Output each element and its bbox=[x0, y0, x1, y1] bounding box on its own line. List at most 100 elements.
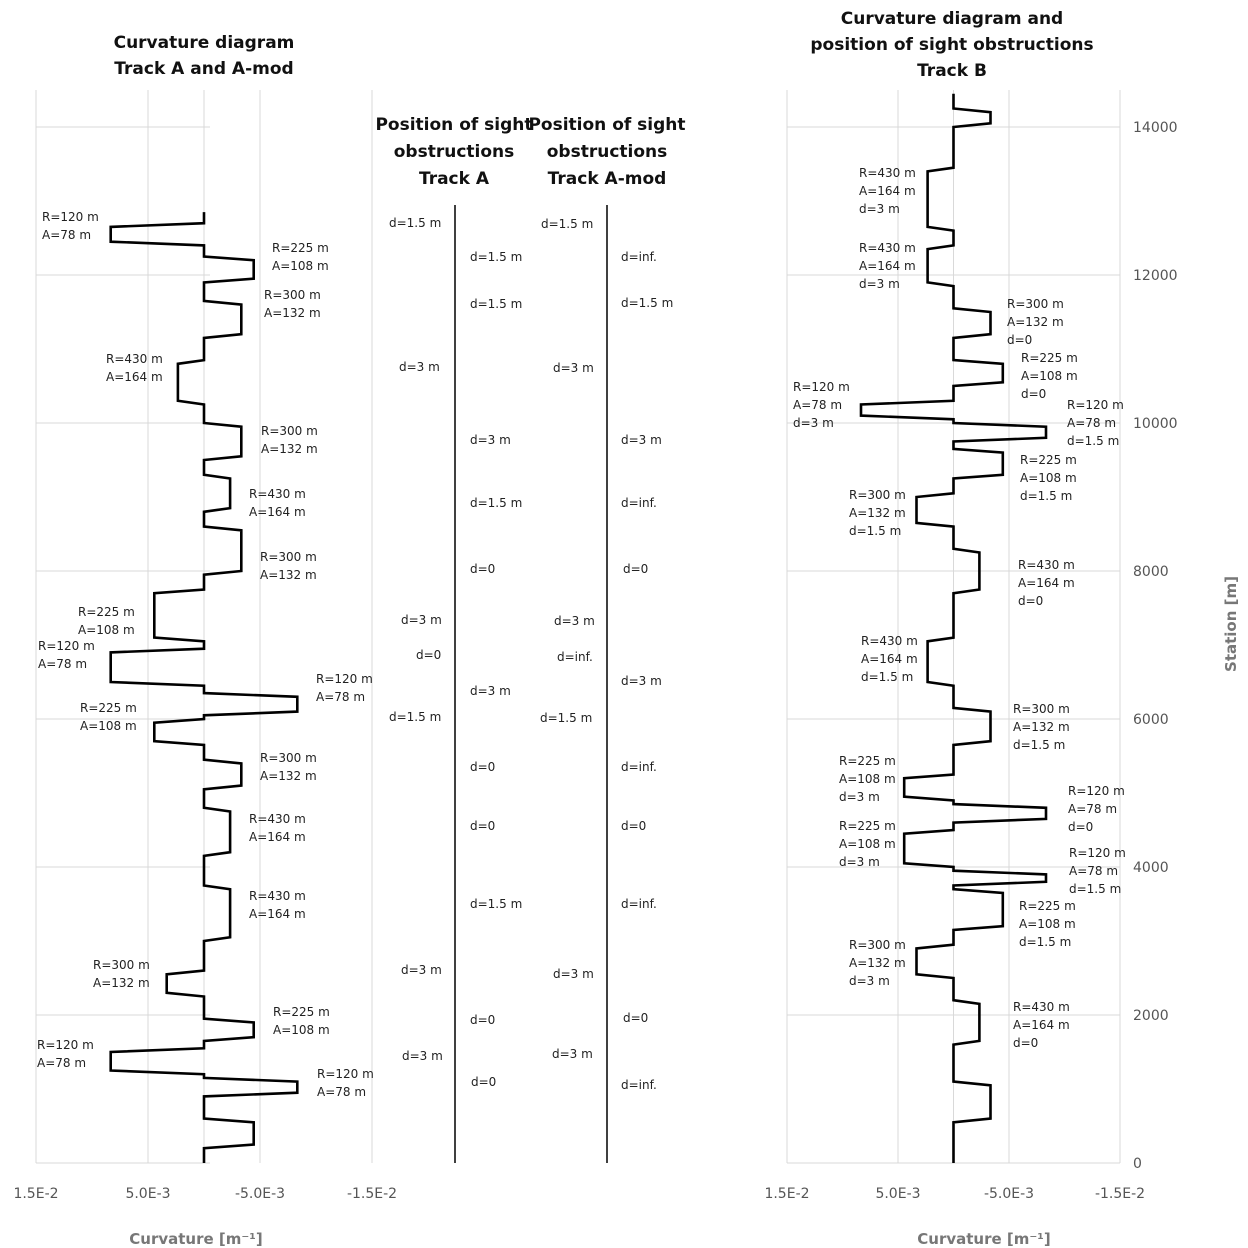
chart-b-annotations: R=430 m A=164 m d=3 m R=430 m A=164 m d=3 m R=… bbox=[793, 166, 1126, 1050]
chart-a-annotation-label: R=120 m bbox=[42, 210, 99, 224]
chart-a-annotation-label: R=430 m bbox=[249, 812, 306, 826]
chart-a-annotation-label: R=300 m bbox=[260, 550, 317, 564]
chart-a-annotation-label: A=108 m bbox=[78, 623, 135, 637]
track-a-mod-obstruction-label: d=0 bbox=[621, 819, 646, 833]
chart-b-title-line-3: Track B bbox=[917, 61, 987, 81]
chart-b-annotation-label: d=0 bbox=[1068, 820, 1093, 834]
chart-b-annotation-label: d=1.5 m bbox=[1020, 489, 1072, 503]
track-a-obstruction-label: d=3 m bbox=[401, 613, 442, 627]
chart-a-annotation-label: R=225 m bbox=[80, 701, 137, 715]
chart-b-annotation-label: R=430 m bbox=[859, 166, 916, 180]
chart-b-y-tick-label: 8000 bbox=[1133, 564, 1169, 580]
track-a-obstruction-label: d=0 bbox=[470, 760, 495, 774]
track-a-obstruction-label: d=1.5 m bbox=[470, 250, 522, 264]
chart-b-annotation-label: R=120 m bbox=[1069, 846, 1126, 860]
chart-b-x-tick-label: -1.5E-2 bbox=[1095, 1186, 1145, 1202]
track-a-obstruction-label: d=1.5 m bbox=[389, 710, 441, 724]
chart-a-title-line-1: Curvature diagram bbox=[114, 33, 295, 53]
chart-a-annotation-label: A=78 m bbox=[317, 1085, 366, 1099]
chart-b-annotation-label: R=225 m bbox=[1019, 899, 1076, 913]
chart-a-annotation-label: R=120 m bbox=[317, 1067, 374, 1081]
chart-b-x-axis-title: Curvature [m⁻¹] bbox=[917, 1230, 1050, 1248]
chart-b-annotation-label: A=164 m bbox=[861, 652, 918, 666]
chart-b-annotation-label: d=3 m bbox=[859, 202, 900, 216]
chart-b-annotation-label: A=132 m bbox=[1007, 315, 1064, 329]
track-a-mod-obstruction-label: d=3 m bbox=[621, 433, 662, 447]
track-a-obstruction-label: d=1.5 m bbox=[470, 297, 522, 311]
chart-b-y-axis-title: Station [m] bbox=[1222, 576, 1240, 672]
chart-a-annotation-label: A=132 m bbox=[261, 442, 318, 456]
track-a-mod-labels: d=1.5 m d=inf. d=1.5 m d=3 m d=3 m d=inf. d=0 d… bbox=[540, 217, 673, 1092]
chart-a-grid bbox=[35, 90, 373, 1164]
chart-b-annotation-label: d=0 bbox=[1021, 387, 1046, 401]
track-a-mod-obstruction-label: d=1.5 m bbox=[541, 217, 593, 231]
track-a-column-title-1: Position of sight bbox=[375, 115, 532, 135]
chart-b-x-tick-label: -5.0E-3 bbox=[984, 1186, 1034, 1202]
chart-a-annotation-label: A=108 m bbox=[272, 259, 329, 273]
chart-a-x-tick-label: 1.5E-2 bbox=[13, 1186, 58, 1202]
chart-b-y-tick-label: 0 bbox=[1133, 1156, 1142, 1172]
chart-b-annotation-label: R=430 m bbox=[1018, 558, 1075, 572]
track-a-mod-obstruction-label: d=inf. bbox=[557, 650, 593, 664]
chart-b-annotation-label: R=430 m bbox=[1013, 1000, 1070, 1014]
track-a-obstruction-label: d=1.5 m bbox=[470, 897, 522, 911]
chart-b-annotation-label: A=108 m bbox=[1019, 917, 1076, 931]
track-a-mod-obstruction-label: d=inf. bbox=[621, 897, 657, 911]
chart-b-annotation-label: R=120 m bbox=[1067, 398, 1124, 412]
chart-b-y-tick-label: 2000 bbox=[1133, 1008, 1169, 1024]
track-a-obstruction-label: d=0 bbox=[416, 648, 441, 662]
track-a-mod-obstruction-label: d=3 m bbox=[553, 361, 594, 375]
chart-b-annotation-label: R=225 m bbox=[839, 819, 896, 833]
chart-a-annotation-label: A=78 m bbox=[37, 1056, 86, 1070]
chart-a-x-axis-title: Curvature [m⁻¹] bbox=[129, 1230, 262, 1248]
track-a-obstruction-label: d=3 m bbox=[402, 1049, 443, 1063]
chart-a-annotation-label: R=225 m bbox=[78, 605, 135, 619]
chart-a-annotation-label: R=430 m bbox=[249, 487, 306, 501]
track-a-mod-obstruction-label: d=0 bbox=[623, 562, 648, 576]
chart-b-y-tick-label: 14000 bbox=[1133, 120, 1178, 136]
track-a-obstruction-label: d=1.5 m bbox=[389, 216, 441, 230]
chart-a-annotation-label: A=78 m bbox=[316, 690, 365, 704]
chart-b-annotation-label: A=164 m bbox=[859, 184, 916, 198]
chart-a-annotation-label: R=430 m bbox=[106, 352, 163, 366]
chart-b-x-tick-label: 5.0E-3 bbox=[875, 1186, 920, 1202]
chart-b-annotation-label: A=78 m bbox=[793, 398, 842, 412]
chart-b-annotation-label: A=108 m bbox=[1020, 471, 1077, 485]
track-a-mod-obstruction-label: d=1.5 m bbox=[540, 711, 592, 725]
track-a-obstruction-label: d=0 bbox=[470, 1013, 495, 1027]
chart-b-annotation-label: A=78 m bbox=[1068, 802, 1117, 816]
chart-a-annotation-label: A=132 m bbox=[260, 769, 317, 783]
chart-a-annotation-label: R=300 m bbox=[93, 958, 150, 972]
chart-b-annotation-label: d=1.5 m bbox=[861, 670, 913, 684]
curvature-chart-track-b: Curvature diagram and position of sight … bbox=[764, 9, 1240, 1248]
chart-b-annotation-label: d=1.5 m bbox=[1013, 738, 1065, 752]
track-a-mod-obstruction-label: d=3 m bbox=[552, 1047, 593, 1061]
track-a-obstruction-label: d=0 bbox=[470, 819, 495, 833]
chart-a-annotation-label: R=225 m bbox=[272, 241, 329, 255]
chart-b-annotation-label: d=3 m bbox=[859, 277, 900, 291]
chart-b-title-line-2: position of sight obstructions bbox=[810, 35, 1093, 55]
chart-b-x-tick-label: 1.5E-2 bbox=[764, 1186, 809, 1202]
chart-b-annotation-label: A=108 m bbox=[1021, 369, 1078, 383]
track-a-mod-obstruction-label: d=1.5 m bbox=[621, 296, 673, 310]
track-a-mod-column-title-3: Track A-mod bbox=[548, 169, 667, 189]
track-a-mod-obstruction-label: d=inf. bbox=[621, 250, 657, 264]
track-a-obstruction-label: d=1.5 m bbox=[470, 496, 522, 510]
chart-b-annotation-label: d=3 m bbox=[793, 416, 834, 430]
chart-a-annotation-label: A=164 m bbox=[249, 505, 306, 519]
chart-a-annotation-label: R=120 m bbox=[316, 672, 373, 686]
track-a-obstruction-label: d=3 m bbox=[399, 360, 440, 374]
chart-b-annotation-label: A=132 m bbox=[849, 956, 906, 970]
chart-a-x-ticks: 1.5E-2 5.0E-3 -5.0E-3 -1.5E-2 bbox=[13, 1186, 397, 1202]
chart-b-annotation-label: A=132 m bbox=[1013, 720, 1070, 734]
chart-b-annotation-label: R=225 m bbox=[1020, 453, 1077, 467]
chart-b-annotation-label: A=164 m bbox=[1013, 1018, 1070, 1032]
chart-b-annotation-label: d=1.5 m bbox=[849, 524, 901, 538]
chart-b-annotation-label: R=120 m bbox=[793, 380, 850, 394]
chart-a-annotation-label: A=164 m bbox=[249, 830, 306, 844]
chart-b-annotation-label: A=78 m bbox=[1069, 864, 1118, 878]
chart-a-x-tick-label: -1.5E-2 bbox=[347, 1186, 397, 1202]
track-a-obstruction-label: d=3 m bbox=[401, 963, 442, 977]
chart-b-annotation-label: A=108 m bbox=[839, 772, 896, 786]
